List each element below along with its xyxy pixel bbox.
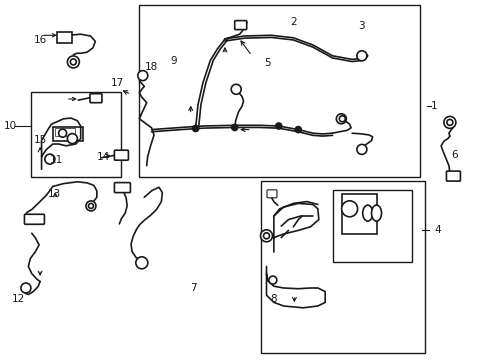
Circle shape <box>336 114 346 124</box>
Text: 8: 8 <box>270 294 277 304</box>
Bar <box>53 127 82 141</box>
Text: 4: 4 <box>434 225 441 235</box>
Circle shape <box>88 203 93 208</box>
Circle shape <box>21 283 31 293</box>
Circle shape <box>45 154 55 164</box>
Circle shape <box>446 120 452 125</box>
Bar <box>342 194 377 234</box>
Circle shape <box>339 116 345 122</box>
Circle shape <box>59 129 66 137</box>
Text: 12: 12 <box>12 294 25 304</box>
Circle shape <box>356 144 366 154</box>
Bar <box>31 92 121 177</box>
Text: 9: 9 <box>170 56 177 66</box>
FancyBboxPatch shape <box>57 32 72 43</box>
Text: 6: 6 <box>450 150 457 160</box>
Circle shape <box>67 56 79 68</box>
Bar <box>333 190 411 262</box>
Circle shape <box>231 125 237 130</box>
Ellipse shape <box>371 205 381 221</box>
Text: 11: 11 <box>49 155 63 165</box>
Text: 3: 3 <box>358 21 365 31</box>
Text: 16: 16 <box>33 35 47 45</box>
Text: 10: 10 <box>4 121 17 131</box>
Circle shape <box>275 123 281 129</box>
Text: 17: 17 <box>110 78 124 88</box>
Circle shape <box>70 59 76 65</box>
Text: 14: 14 <box>97 152 110 162</box>
FancyBboxPatch shape <box>90 94 102 103</box>
Circle shape <box>86 201 96 211</box>
Bar <box>260 181 425 353</box>
Text: 13: 13 <box>48 189 61 199</box>
Circle shape <box>341 201 357 217</box>
Text: 1: 1 <box>430 101 437 111</box>
Bar <box>55 128 75 136</box>
Text: 2: 2 <box>290 17 297 27</box>
FancyBboxPatch shape <box>266 190 276 198</box>
Circle shape <box>231 84 241 94</box>
FancyBboxPatch shape <box>114 150 128 160</box>
Text: 7: 7 <box>189 283 196 293</box>
Circle shape <box>136 257 147 269</box>
Circle shape <box>356 51 366 61</box>
Circle shape <box>443 116 455 129</box>
Circle shape <box>260 230 272 242</box>
Bar <box>139 5 419 177</box>
Circle shape <box>268 276 276 284</box>
Circle shape <box>192 126 198 131</box>
Circle shape <box>295 127 301 132</box>
FancyBboxPatch shape <box>446 171 460 181</box>
Circle shape <box>263 233 269 239</box>
FancyBboxPatch shape <box>234 21 246 30</box>
FancyBboxPatch shape <box>114 183 130 193</box>
Circle shape <box>138 71 147 81</box>
Text: 18: 18 <box>144 62 158 72</box>
Text: 5: 5 <box>264 58 271 68</box>
FancyBboxPatch shape <box>24 214 44 224</box>
Circle shape <box>67 134 77 144</box>
Text: 15: 15 <box>33 135 47 145</box>
Ellipse shape <box>362 205 372 221</box>
